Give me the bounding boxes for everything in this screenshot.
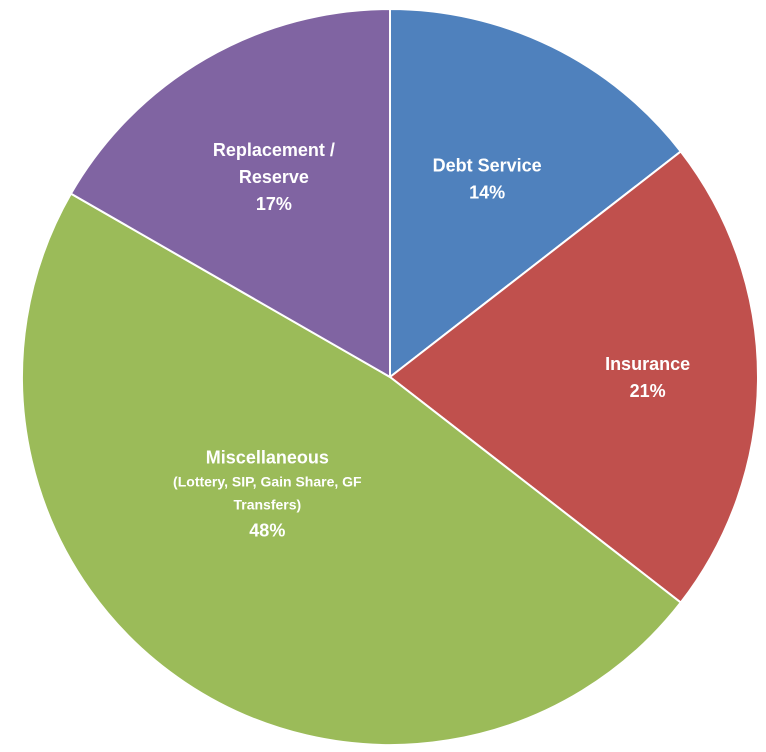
slice-value-replacement-reserve: 17% [256,194,292,214]
pie-slice-replacement-reserve [69,7,391,379]
slice-label-text-debt-service: Debt Service [433,156,542,176]
slice-sublabel-miscellaneous: (Lottery, SIP, Gain Share, GF [173,474,362,490]
slice-value-miscellaneous: 48% [249,521,285,541]
slice-label-debt-service: Debt Service 14% [433,156,542,203]
slice-value-insurance: 21% [630,381,666,401]
slice-label-replacement-reserve: Replacement / Reserve 17% [213,140,335,214]
slice-label-miscellaneous: Miscellaneous (Lottery, SIP, Gain Share, … [173,448,362,541]
pie-slice-miscellaneous [21,192,683,746]
slice-label-insurance: Insurance 21% [605,354,690,401]
slice-sublabel-miscellaneous: Transfers) [233,497,301,513]
slice-label-text-replacement-reserve: Replacement / [213,140,335,160]
pie-slice-debt-service [389,7,683,380]
pie-slice-insurance [388,150,759,604]
slice-label-text-insurance: Insurance [605,354,690,374]
slice-label-text-replacement-reserve: Reserve [239,167,309,187]
slice-value-debt-service: 14% [469,183,505,203]
slice-label-text-miscellaneous: Miscellaneous [206,448,329,468]
